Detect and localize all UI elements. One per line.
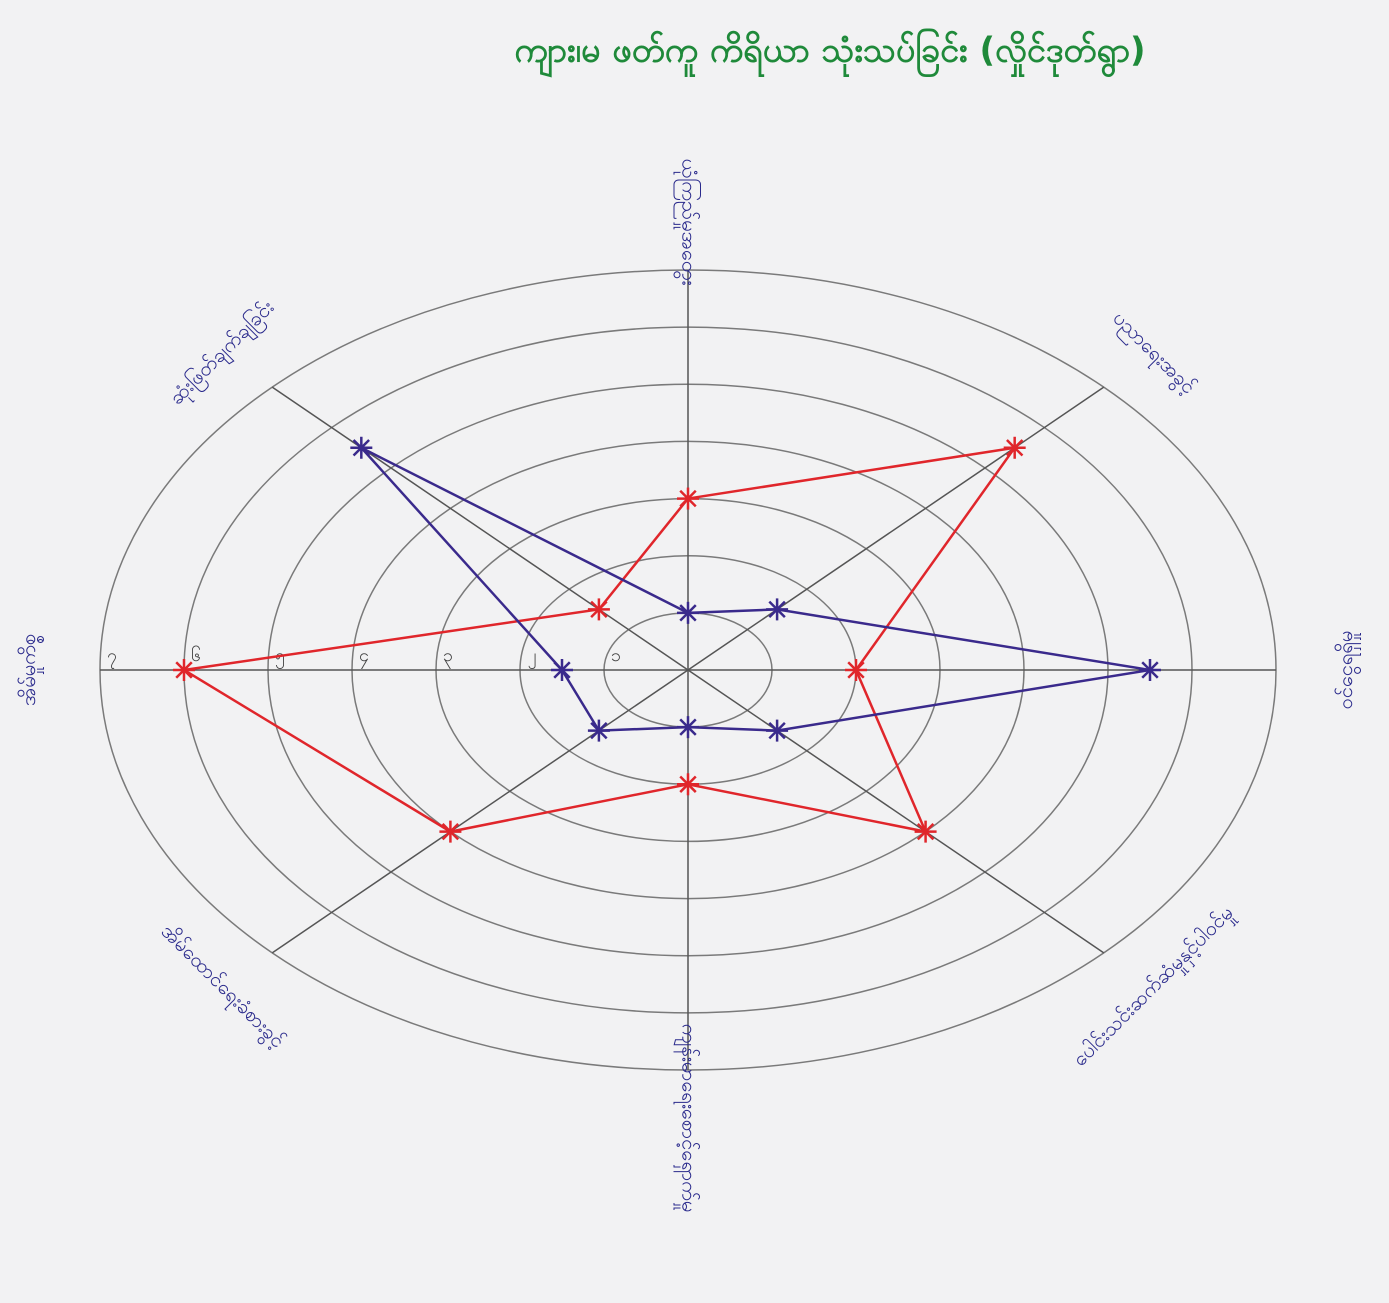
tick-label: ၄ <box>359 645 369 669</box>
point-stroke <box>1141 661 1159 679</box>
point-stroke <box>679 604 697 622</box>
point-stroke <box>175 661 193 679</box>
point <box>439 820 462 843</box>
point-stroke <box>1006 439 1024 457</box>
spoke <box>687 386 1105 671</box>
point <box>766 719 789 742</box>
point-stroke <box>847 661 865 679</box>
point-stroke <box>679 775 697 793</box>
axis-label: ယုံကြည်မှုအတွေး <box>674 159 702 286</box>
tick-label: ၂ <box>528 645 537 669</box>
point <box>173 659 195 681</box>
point-stroke <box>679 489 697 508</box>
point <box>587 719 610 742</box>
tick-label: ၁ <box>611 645 621 666</box>
point <box>845 659 867 681</box>
point <box>766 598 789 621</box>
point-stroke <box>352 439 370 457</box>
tick-label: ၇ <box>107 645 117 669</box>
point <box>677 773 699 796</box>
point-stroke <box>768 721 786 740</box>
point <box>350 436 373 459</box>
point-stroke <box>679 718 697 736</box>
spoke <box>687 669 1105 954</box>
point-stroke <box>441 822 460 841</box>
point <box>1003 436 1026 459</box>
point-stroke <box>590 721 608 740</box>
tick-label: ၆ <box>191 645 201 666</box>
point <box>551 659 573 681</box>
point <box>677 601 699 624</box>
point-stroke <box>768 600 786 619</box>
point <box>587 598 610 621</box>
point-stroke <box>553 661 571 679</box>
point <box>914 820 937 843</box>
chart-title: ကျား၊မ ဖတ်ကူ ကိရိယာ သုံးသပ်ခြင်း (လှိုင်… <box>514 30 1145 78</box>
point <box>1139 659 1161 681</box>
point <box>677 716 699 739</box>
tick-label: ၃ <box>443 645 453 669</box>
spoke <box>271 669 689 954</box>
point-stroke <box>590 600 608 619</box>
axis-label: အိမ်မှုကိစ္စ <box>16 634 44 706</box>
axis-label: ကျန်းမာရေးစောင့်ရှောက်မှု <box>674 1024 702 1213</box>
axis-label: ဝင်ငွေရရှိမှု <box>1333 631 1361 710</box>
point-stroke <box>916 822 935 841</box>
point <box>677 487 699 510</box>
spoke <box>271 386 689 671</box>
